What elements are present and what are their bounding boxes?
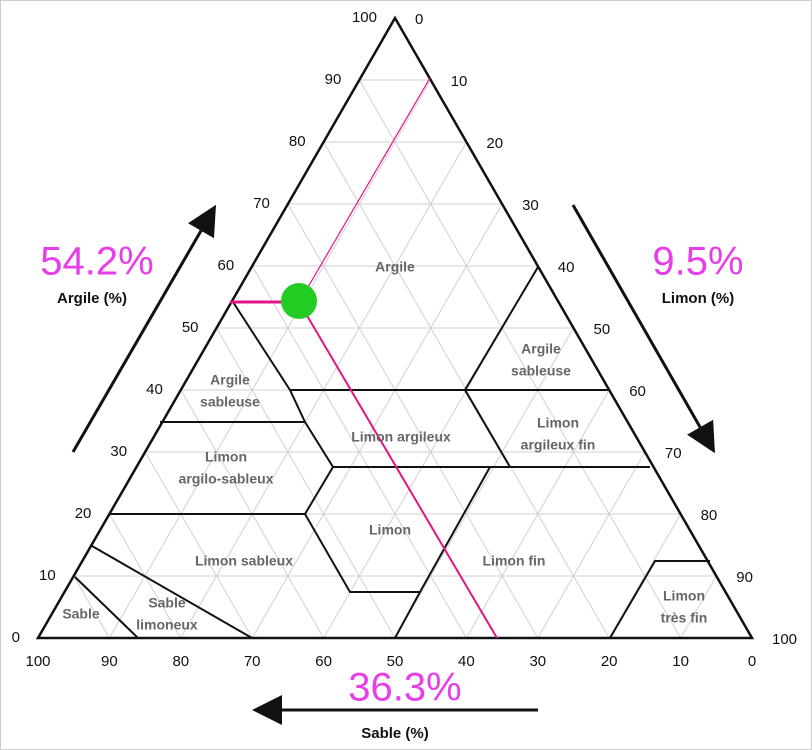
sand-tick-label: 0 bbox=[748, 653, 756, 670]
clay-axis-title: Argile (%) bbox=[57, 290, 127, 307]
boundary bbox=[464, 266, 539, 391]
boundary bbox=[232, 301, 422, 639]
silt-tick-label: 30 bbox=[522, 197, 539, 214]
region-label: Limon bbox=[537, 415, 579, 431]
region-labels: Argile Argile sableuse Argile sableuse Limon … bbox=[62, 259, 707, 633]
grid-line bbox=[358, 79, 682, 639]
clay-value: 54.2% bbox=[40, 240, 153, 284]
sand-line bbox=[298, 301, 498, 639]
region-label: sableuse bbox=[200, 394, 260, 410]
silt-arrow bbox=[571, 204, 715, 454]
grid-line bbox=[680, 575, 717, 639]
region-boundaries bbox=[74, 266, 710, 639]
silt-tick-label: 80 bbox=[701, 507, 718, 524]
sample-point bbox=[281, 283, 317, 319]
grid-line bbox=[144, 451, 253, 639]
sand-tick-label: 30 bbox=[529, 653, 546, 670]
region-label: argilo-sableux bbox=[179, 471, 274, 487]
region-label: Limon bbox=[205, 449, 247, 465]
clay-tick-label: 0 bbox=[12, 629, 20, 646]
clay-arrow bbox=[71, 204, 217, 453]
boundary bbox=[419, 466, 491, 593]
sand-tick-label: 100 bbox=[25, 653, 50, 670]
region-label: Argile bbox=[375, 259, 415, 275]
sand-tick-label: 10 bbox=[672, 653, 689, 670]
silt-tick-label: 70 bbox=[665, 445, 682, 462]
clay-tick-label: 50 bbox=[182, 319, 199, 336]
sand-value: 36.3% bbox=[348, 666, 461, 710]
silt-tick-label: 90 bbox=[736, 569, 753, 586]
region-label: Limon bbox=[369, 522, 411, 538]
silt-value: 9.5% bbox=[652, 240, 743, 284]
grid-line bbox=[216, 327, 396, 639]
region-label: très fin bbox=[661, 610, 708, 626]
silt-tick-label: 60 bbox=[629, 383, 646, 400]
region-label: Limon bbox=[663, 588, 705, 604]
sand-axis-title: Sable (%) bbox=[361, 725, 429, 742]
grid-line bbox=[394, 327, 574, 639]
triangle bbox=[35, 15, 755, 640]
region-label: sableuse bbox=[511, 363, 571, 379]
region-label: limoneux bbox=[136, 617, 198, 633]
clay-tick-label: 40 bbox=[146, 381, 163, 398]
clay-tick-label: 80 bbox=[289, 133, 306, 150]
boundary bbox=[609, 560, 710, 639]
clay-tick-label: 10 bbox=[39, 567, 56, 584]
clay-tick-label: 30 bbox=[110, 443, 127, 460]
grid-line bbox=[251, 203, 503, 639]
clay-tick-label: 20 bbox=[75, 505, 92, 522]
silt-tick-label: 100 bbox=[772, 631, 797, 648]
sand-tick-label: 50 bbox=[387, 653, 404, 670]
boundary bbox=[74, 576, 139, 639]
grid-line bbox=[73, 575, 110, 639]
silt-axis-title: Limon (%) bbox=[662, 290, 735, 307]
silt-tick-label: 20 bbox=[486, 135, 503, 152]
grid-line bbox=[537, 451, 646, 639]
region-label: Sable bbox=[62, 606, 100, 622]
region-label: Argile bbox=[210, 372, 250, 388]
silt-tick-label: 0 bbox=[415, 11, 423, 28]
region-label: argileux fin bbox=[521, 437, 596, 453]
silt-tick-label: 50 bbox=[594, 321, 611, 338]
sand-tick-label: 80 bbox=[172, 653, 189, 670]
region-label: Limon sableux bbox=[195, 553, 293, 569]
sand-tick-label: 60 bbox=[315, 653, 332, 670]
region-label: Sable bbox=[148, 595, 186, 611]
silt-tick-label: 40 bbox=[558, 259, 575, 276]
clay-tick-label: 90 bbox=[325, 71, 342, 88]
boundary bbox=[91, 545, 253, 639]
sand-tick-label: 40 bbox=[458, 653, 475, 670]
sand-tick-label: 90 bbox=[101, 653, 118, 670]
region-label: Limon fin bbox=[483, 553, 546, 569]
grid-line bbox=[287, 203, 539, 639]
clay-tick-label: 100 bbox=[352, 9, 377, 26]
sand-tick-label: 70 bbox=[244, 653, 261, 670]
silt-tick-label: 10 bbox=[451, 73, 468, 90]
grid-line bbox=[465, 389, 610, 639]
boundary bbox=[464, 389, 511, 468]
region-label: Argile bbox=[521, 341, 561, 357]
clay-tick-label: 70 bbox=[253, 195, 270, 212]
sand-tick-label: 20 bbox=[601, 653, 618, 670]
silt-line bbox=[303, 77, 431, 295]
region-label: Limon argileux bbox=[351, 429, 451, 445]
clay-tick-label: 60 bbox=[218, 257, 235, 274]
